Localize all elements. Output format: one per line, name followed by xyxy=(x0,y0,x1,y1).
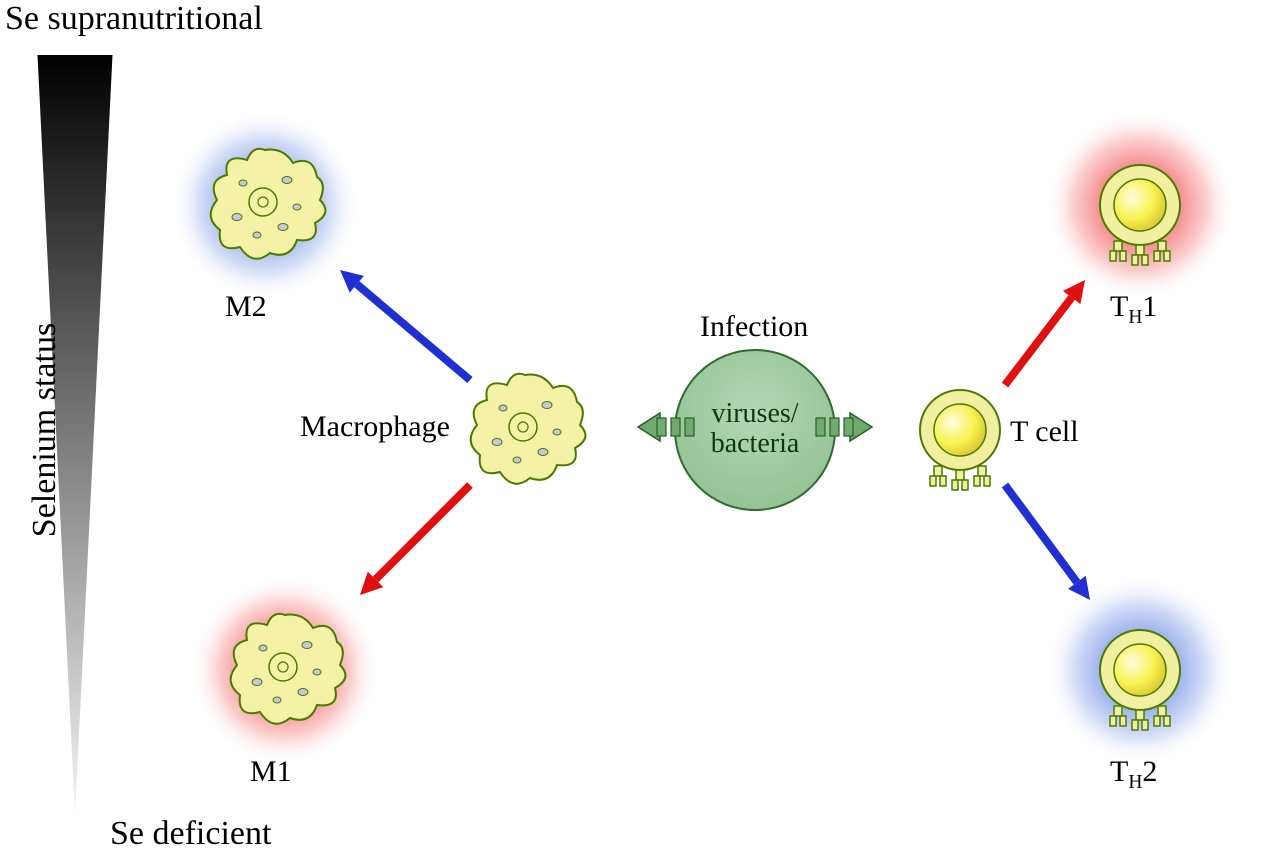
se-deficient-label: Se deficient xyxy=(110,815,271,853)
th2-label: TH2 xyxy=(1110,755,1157,794)
tcell-label: T cell xyxy=(1010,415,1079,449)
th1-label: TH1 xyxy=(1110,290,1157,329)
arrow-mac-to-m2 xyxy=(340,270,470,380)
diagram-canvas: #macro path{fill:#f3f2a6;stroke:#4b7a00;… xyxy=(0,0,1280,854)
se-supranutritional-label: Se supranutritional xyxy=(5,0,263,38)
m2-label: M2 xyxy=(225,290,267,324)
macrophage-center-icon xyxy=(471,374,586,484)
tcell-center-icon xyxy=(920,390,1000,490)
arrow-t-to-th2 xyxy=(1005,485,1090,600)
arrow-mac-to-m1 xyxy=(360,485,470,595)
arrow-t-to-th1 xyxy=(1005,280,1085,385)
m1-label: M1 xyxy=(250,755,292,789)
infection-label: Infection xyxy=(700,310,808,344)
infection-text: viruses/bacteria xyxy=(711,398,800,459)
macrophage-label: Macrophage xyxy=(300,410,450,444)
selenium-status-axis-label: Selenium status xyxy=(26,323,64,537)
